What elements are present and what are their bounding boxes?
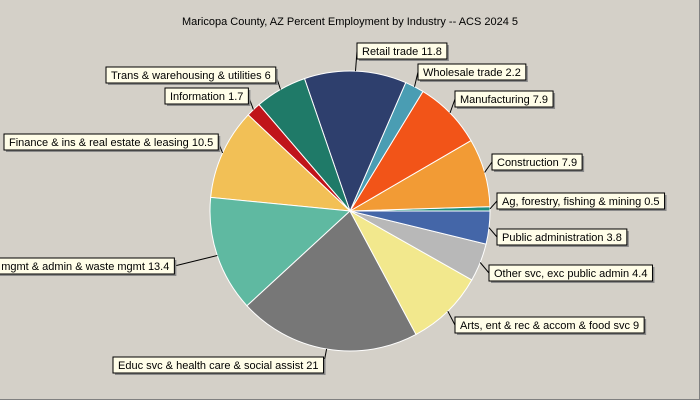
leader-line [489,200,498,210]
slice-label: Educ svc & health care & social assist 2… [112,356,326,375]
leader-lines [174,50,498,366]
slice-label-box [105,66,277,84]
slice-labels: Ag, forestry, fishing & mining 0.5 Constr… [0,42,667,375]
leader-line [414,71,419,87]
slice-label-text: Prof, sci, & mgmt & admin & waste mgmt 1… [0,261,169,273]
slice-label-box [488,264,653,282]
slice-label: Construction 7.9 [491,153,585,172]
slice-label-box [112,356,325,374]
slice-label: Manufacturing 7.9 [454,90,556,109]
slice-label-text: Construction 7.9 [497,157,577,169]
slice-label: Finance & ins & real estate & leasing 10… [3,133,221,152]
slice-label-box [496,228,628,246]
slice-label: Information 1.7 [164,87,251,106]
slice-label-box [417,63,527,81]
leader-line [479,262,490,274]
slice-label-text: Other svc, exc public admin 4.4 [494,268,647,280]
slice-label-box [454,90,554,108]
slice-label-text: Finance & ins & real estate & leasing 10… [9,137,213,149]
slice-label: Prof, sci, & mgmt & admin & waste mgmt 1… [0,257,177,276]
slice-label-text: Retail trade 11.8 [362,46,442,58]
slice-label-box [3,133,219,151]
slice-label: Ag, forestry, fishing & mining 0.5 [496,192,667,211]
leader-line [174,255,218,267]
slice-label: Wholesale trade 2.2 [417,63,528,82]
slice-label-box [356,42,448,60]
slice-label-box [496,192,666,210]
slice-label-text: Manufacturing 7.9 [460,94,548,106]
pie-slice [246,210,417,352]
leader-line [449,98,456,114]
slice-label-text: Information 1.7 [170,91,243,103]
slice-label: Arts, ent & rec & accom & food svc 9 [454,316,647,335]
slice-label: Public administration 3.8 [496,228,629,247]
slice-label-box [454,316,645,334]
slice-label: Other svc, exc public admin 4.4 [488,264,655,283]
slice-label-box [0,257,175,275]
pie-slice [303,70,407,213]
slice-label-text: Public administration 3.8 [502,232,622,244]
slice-label-text: Arts, ent & rec & accom & food svc 9 [460,320,639,332]
pie-slice [348,209,473,336]
pie-slice [210,114,352,212]
slice-label-text: Wholesale trade 2.2 [423,67,521,79]
slice-label-box [164,87,249,105]
pie-slice [349,210,491,245]
slice-label-text: Trans & warehousing & utilities 6 [111,70,271,82]
slices-layer [209,70,491,352]
slice-label-box [491,153,583,171]
slice-label-text: Ag, forestry, fishing & mining 0.5 [502,196,660,208]
leader-line [484,161,493,173]
leader-line [488,227,498,238]
slice-label-text: Educ svc & health care & social assist 2… [118,360,319,372]
leader-line [447,310,456,326]
chart-title: Maricopa County, AZ Percent Employment b… [181,16,519,28]
slice-label: Trans & warehousing & utilities 6 [105,66,278,85]
slice-label: Retail trade 11.8 [356,42,449,61]
